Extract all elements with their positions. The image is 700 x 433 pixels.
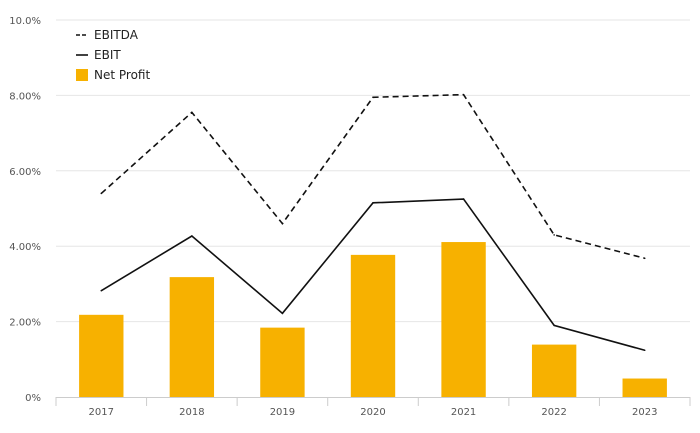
ebit-point bbox=[643, 349, 646, 352]
x-axis: 2017 2018 2019 2020 2021 2022 2023 bbox=[55, 397, 691, 418]
ebit-point bbox=[372, 202, 374, 204]
gridlines bbox=[56, 19, 690, 323]
x-tick-label: 2019 bbox=[270, 407, 295, 418]
net-profit-bars bbox=[79, 242, 667, 397]
y-tick-label: 8.00% bbox=[9, 91, 41, 102]
ebit-point bbox=[191, 235, 193, 237]
ebitda-line bbox=[100, 93, 645, 260]
net-profit-bar bbox=[350, 254, 396, 397]
net-profit-bar bbox=[531, 344, 577, 397]
net-profit-bar bbox=[441, 242, 486, 397]
ebitda-point bbox=[462, 93, 465, 96]
ebitda-point bbox=[281, 222, 284, 225]
ebitda-point bbox=[191, 111, 193, 114]
ebitda-point bbox=[643, 257, 646, 260]
legend-label: EBITDA bbox=[94, 28, 139, 42]
x-tick-label: 2017 bbox=[89, 407, 114, 418]
ebit-point bbox=[281, 312, 284, 315]
y-tick-label: 10.0% bbox=[9, 16, 41, 27]
legend: EBITDA EBIT Net Profit bbox=[76, 28, 150, 82]
x-tick-label: 2022 bbox=[541, 407, 566, 418]
series-lines bbox=[100, 93, 646, 352]
y-tick-label: 6.00% bbox=[9, 167, 41, 178]
y-axis: 0% 2.00% 4.00% 6.00% 8.00% 10.0% bbox=[9, 16, 41, 404]
ebitda-point bbox=[372, 96, 374, 99]
x-tick-label: 2018 bbox=[179, 407, 204, 418]
y-tick-label: 0% bbox=[25, 393, 41, 404]
x-tick-label: 2021 bbox=[451, 407, 476, 418]
net-profit-bar bbox=[169, 277, 215, 397]
net-profit-bar bbox=[79, 314, 124, 397]
ebit-point bbox=[462, 198, 465, 200]
net-profit-bar bbox=[260, 327, 305, 397]
legend-label: Net Profit bbox=[94, 68, 150, 82]
y-tick-label: 4.00% bbox=[9, 242, 41, 253]
legend-label: EBIT bbox=[94, 48, 121, 62]
net-profit-bar bbox=[622, 378, 667, 397]
ebit-point bbox=[100, 289, 103, 292]
x-tick-label: 2020 bbox=[360, 407, 385, 418]
ebitda-point bbox=[100, 192, 103, 195]
ebit-point bbox=[553, 324, 555, 327]
ebitda-point bbox=[553, 234, 555, 236]
y-tick-label: 2.00% bbox=[9, 318, 41, 329]
legend-swatch-net-profit bbox=[76, 69, 88, 81]
x-tick-label: 2023 bbox=[632, 407, 657, 418]
